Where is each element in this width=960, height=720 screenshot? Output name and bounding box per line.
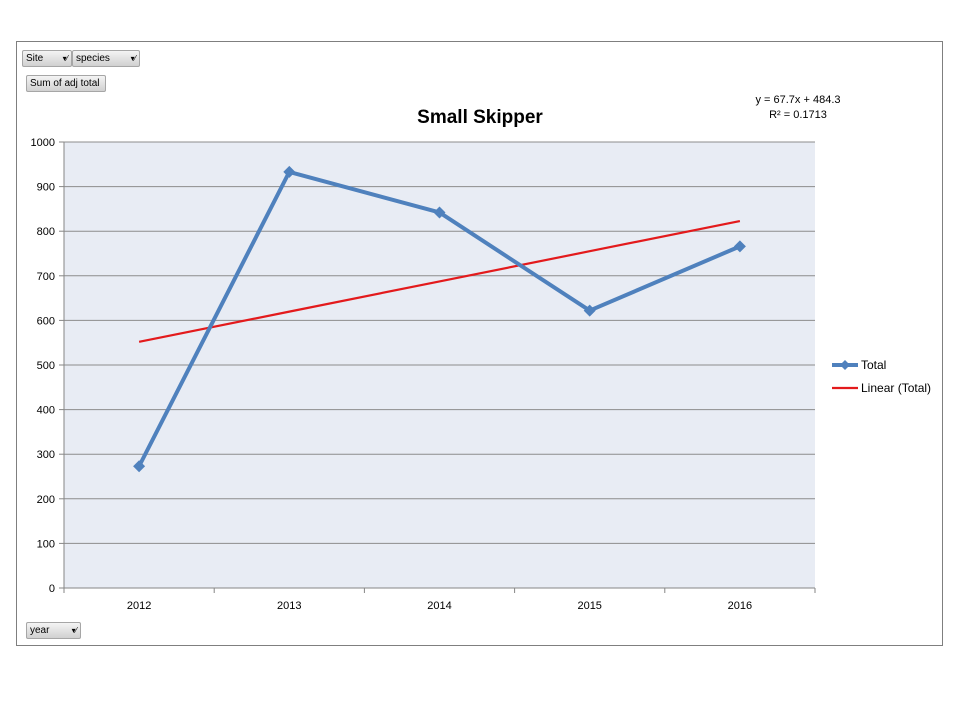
legend-label: Linear (Total) xyxy=(861,381,931,395)
x-tick-label: 2013 xyxy=(277,600,301,612)
filter-dropdown-icon: ▾⁄ xyxy=(71,626,77,635)
y-tick-label: 600 xyxy=(37,315,55,327)
trendline-r-squared: R² = 0.1713 xyxy=(769,109,827,121)
year-axis-field-button[interactable]: year ▾⁄ xyxy=(26,622,81,639)
data-point-total xyxy=(433,206,446,219)
y-tick-label: 100 xyxy=(37,538,55,550)
year-field-label: year xyxy=(30,625,50,636)
y-tick-label: 500 xyxy=(37,360,55,372)
filter-dropdown-icon: ▾⁄ xyxy=(130,54,136,63)
legend-label: Total xyxy=(861,358,886,372)
y-tick-label: 700 xyxy=(37,271,55,283)
y-tick-label: 400 xyxy=(37,405,55,417)
species-filter-label: species xyxy=(76,53,110,64)
y-tick-label: 200 xyxy=(37,494,55,506)
y-tick-label: 900 xyxy=(37,182,55,194)
x-tick-label: 2016 xyxy=(728,600,752,612)
data-point-total xyxy=(133,460,146,473)
sum-adj-total-field-button[interactable]: Sum of adj total xyxy=(26,75,106,92)
site-filter-label: Site xyxy=(26,53,44,64)
data-point-total xyxy=(733,240,746,253)
legend: Total Linear (Total) xyxy=(832,358,931,395)
data-point-total xyxy=(583,304,596,317)
x-tick-label: 2012 xyxy=(127,600,151,612)
trendline-equation: y = 67.7x + 484.3 xyxy=(755,94,840,106)
chart-title: Small Skipper xyxy=(417,107,543,128)
y-tick-label: 0 xyxy=(49,583,55,595)
x-tick-label: 2014 xyxy=(427,600,451,612)
data-point-total xyxy=(283,165,296,178)
y-tick-label: 1000 xyxy=(31,137,55,149)
filter-dropdown-icon: ▾⁄ xyxy=(62,54,68,63)
y-tick-label: 300 xyxy=(37,449,55,461)
series-line-linear-trend xyxy=(138,219,741,343)
legend-marker xyxy=(840,360,850,370)
site-filter-button[interactable]: Site ▾⁄ xyxy=(22,50,72,67)
species-filter-button[interactable]: species ▾⁄ xyxy=(72,50,140,67)
y-tick-label: 800 xyxy=(37,226,55,238)
value-field-label: Sum of adj total xyxy=(30,78,100,89)
x-tick-label: 2015 xyxy=(577,600,601,612)
